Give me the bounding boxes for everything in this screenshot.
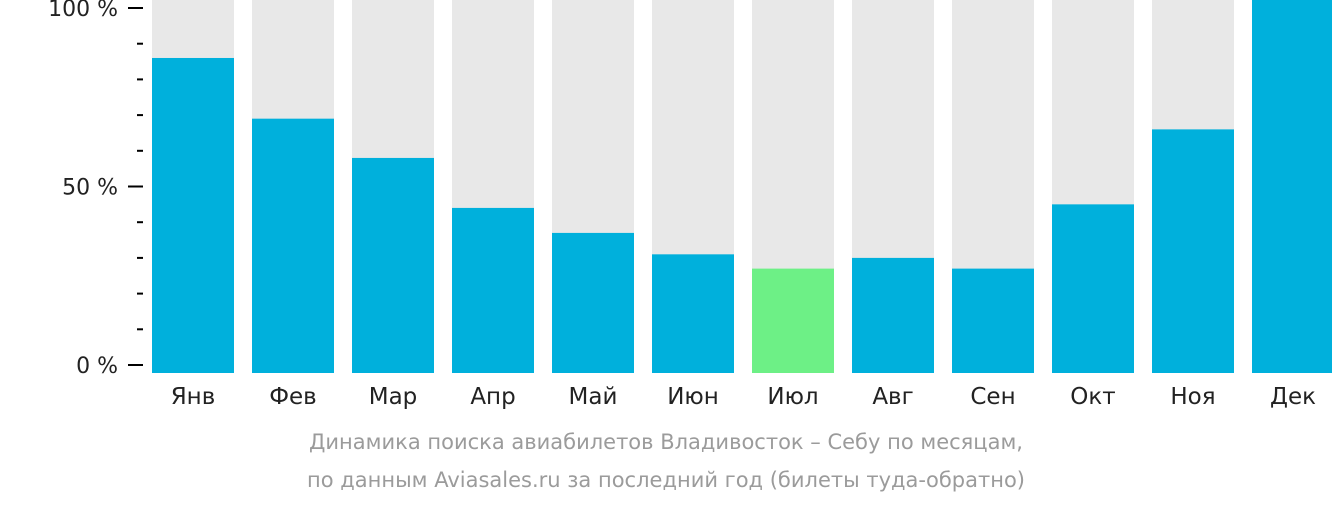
chart-caption-line-1: Динамика поиска авиабилетов Владивосток …: [309, 430, 1023, 454]
bar-9: [952, 268, 1034, 373]
x-tick-label: Апр: [470, 384, 515, 410]
bar-1: [152, 57, 234, 373]
x-tick-label: Дек: [1270, 384, 1316, 410]
bar-10: [1052, 204, 1134, 373]
x-tick-label: Июл: [767, 384, 818, 410]
bar-8: [852, 257, 934, 373]
bar-7: [752, 268, 834, 373]
bar-6: [652, 254, 734, 373]
x-tick-label: Авг: [872, 384, 913, 410]
x-tick-label: Июн: [667, 384, 719, 410]
x-tick-label: Янв: [171, 384, 216, 410]
x-tick-label: Ноя: [1170, 384, 1215, 410]
bar-12: [1252, 0, 1332, 373]
y-tick-label: 0 %: [76, 354, 118, 379]
y-tick-label: 50 %: [62, 176, 118, 201]
x-tick-label: Сен: [970, 384, 1015, 410]
bar-5: [552, 232, 634, 373]
bar-3: [352, 157, 434, 373]
bar-11: [1152, 129, 1234, 373]
x-tick-label: Май: [569, 384, 618, 410]
x-tick-label: Фев: [269, 384, 317, 410]
x-tick-label: Мар: [369, 384, 418, 410]
chart-caption-line-2: по данным Aviasales.ru за последний год …: [307, 468, 1025, 492]
bar-4: [452, 207, 534, 373]
y-tick-label: 100 %: [48, 0, 118, 22]
bar-2: [252, 118, 334, 373]
x-tick-label: Окт: [1070, 384, 1115, 410]
